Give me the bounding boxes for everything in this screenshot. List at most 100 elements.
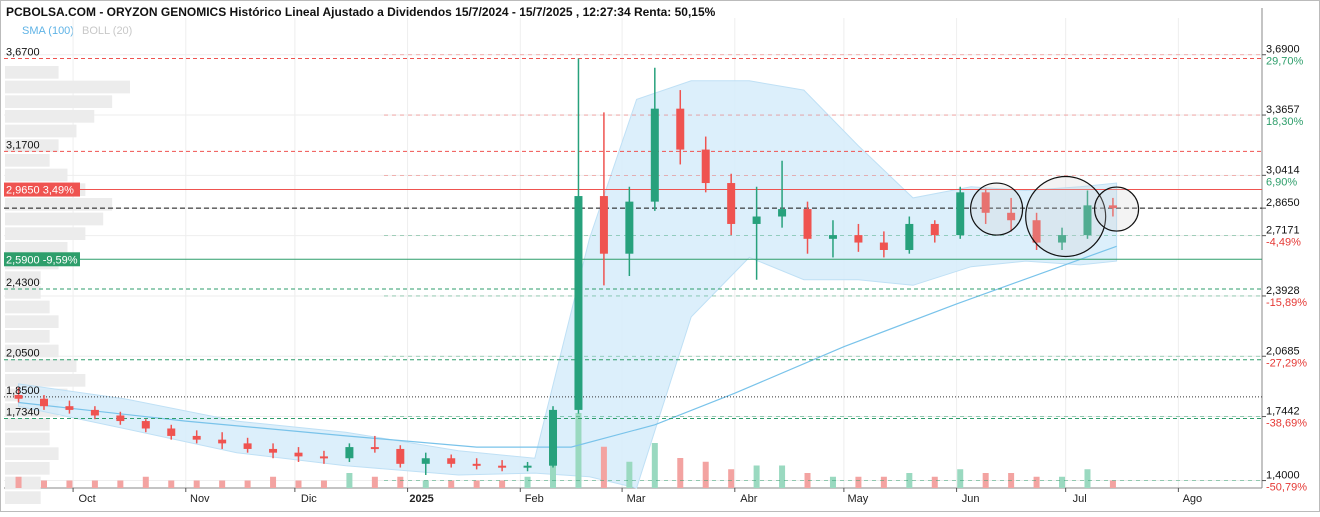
- level-badge-bg: [4, 252, 80, 267]
- volume-profile-bar: [5, 491, 41, 504]
- y-tick-pct: -50,79%: [1266, 482, 1307, 494]
- candle-body: [498, 465, 507, 468]
- candle: [523, 461, 532, 472]
- candle: [574, 58, 583, 414]
- x-tick-label: Jul: [1073, 493, 1087, 505]
- x-tick-label: May: [847, 493, 868, 505]
- volume-bar: [295, 480, 302, 488]
- y-tick-label: 2,3928: [1266, 285, 1300, 297]
- candle: [39, 395, 48, 410]
- candle: [65, 400, 74, 414]
- y-tick-label: 3,3657: [1266, 104, 1300, 116]
- volume-profile-bar: [5, 271, 41, 284]
- candle-body: [905, 223, 914, 250]
- volume-profile-bar: [5, 476, 41, 490]
- volume-profile-bar: [5, 110, 95, 123]
- sma-line: [18, 245, 1117, 448]
- x-tick-label: 2025: [409, 493, 433, 505]
- candle: [879, 231, 888, 258]
- volume-bar: [626, 461, 633, 488]
- volume-bar: [244, 480, 251, 488]
- level-badge: 2,5900 -9,59%: [4, 252, 80, 267]
- candle: [218, 432, 227, 449]
- candle: [676, 90, 685, 165]
- volume-bar: [524, 476, 531, 488]
- level-badge-text: 2,9650 3,49%: [6, 185, 74, 197]
- volume-profile-bar: [5, 95, 113, 108]
- candle-body: [650, 108, 659, 202]
- candle: [778, 160, 787, 228]
- y-tick-label: 2,0685: [1266, 345, 1300, 357]
- left-level-label: 3,1700: [6, 139, 40, 151]
- candle: [905, 216, 914, 254]
- volume-bar: [804, 473, 811, 488]
- candle: [370, 435, 379, 453]
- y-tick-pct: -27,29%: [1266, 357, 1307, 369]
- x-tick-label: Abr: [740, 493, 757, 505]
- candle-body: [141, 421, 150, 429]
- y-tick-pct: 29,70%: [1266, 56, 1304, 68]
- volume-profile-bar: [5, 227, 86, 240]
- candle-body: [421, 458, 430, 464]
- candle: [243, 437, 252, 453]
- candle-body: [90, 409, 99, 416]
- volume-bar: [473, 480, 480, 488]
- candle-body: [599, 196, 608, 254]
- candle: [90, 406, 99, 420]
- candle-body: [1108, 205, 1117, 209]
- candle-body: [1007, 212, 1016, 221]
- candle-body: [447, 458, 456, 464]
- candle-body: [625, 201, 634, 254]
- left-level-label: 2,4300: [6, 277, 40, 289]
- volume-profile-bar: [5, 447, 59, 460]
- bollinger-indicator-label[interactable]: BOLL (20): [82, 25, 132, 37]
- volume-bar: [779, 465, 786, 488]
- volume-bar: [931, 476, 938, 488]
- chart-title: PCBOLSA.COM - ORYZON GENOMICS Histórico …: [6, 5, 716, 19]
- candle: [650, 67, 659, 211]
- volume-bar: [91, 480, 98, 488]
- sma-indicator-label[interactable]: SMA (100): [22, 25, 74, 37]
- candle: [549, 406, 558, 468]
- x-tick-label: Dic: [301, 493, 317, 505]
- left-level-label: 2,0500: [6, 348, 40, 360]
- volume-bar: [66, 480, 73, 488]
- candle-body: [345, 447, 354, 459]
- candle-body: [294, 452, 303, 457]
- volume-profile-bar: [5, 300, 50, 314]
- volume-bar: [499, 480, 506, 488]
- volume-bar: [702, 461, 709, 488]
- volume-bar: [117, 480, 124, 488]
- candle-body: [854, 235, 863, 243]
- volume-bar: [1033, 476, 1040, 488]
- level-badge-text: 2,5900 -9,59%: [6, 254, 78, 266]
- candle-body: [828, 235, 837, 239]
- candle-body: [549, 409, 558, 466]
- left-level-label: 3,6700: [6, 46, 40, 58]
- volume-bar: [1084, 469, 1091, 488]
- x-tick-label: Jun: [962, 493, 980, 505]
- annotation-circle: [1025, 175, 1107, 258]
- volume-bar: [397, 476, 404, 488]
- volume-bar: [15, 476, 22, 488]
- y-tick-label: 1,4000: [1266, 470, 1300, 482]
- candle-body: [243, 443, 252, 449]
- candle: [701, 136, 710, 193]
- volume-profile-bar: [5, 418, 50, 431]
- level-badge: 2,9650 3,49%: [4, 182, 80, 197]
- candle-body: [370, 447, 379, 450]
- left-level-label: 1,8500: [6, 385, 40, 397]
- annotation-circles: [969, 175, 1140, 258]
- volume-profile-bar: [5, 80, 130, 94]
- volume-bar: [193, 480, 200, 488]
- candle-body: [778, 209, 787, 217]
- volume-bar: [957, 469, 964, 488]
- bollinger-area: [18, 80, 1118, 489]
- y-tick-label: 2,7171: [1266, 225, 1300, 237]
- volume-bar: [1109, 480, 1116, 488]
- volume-bar: [829, 476, 836, 488]
- x-tick-label: Nov: [190, 493, 210, 505]
- volume-profile-bar: [5, 462, 50, 475]
- volume-bar: [422, 480, 429, 488]
